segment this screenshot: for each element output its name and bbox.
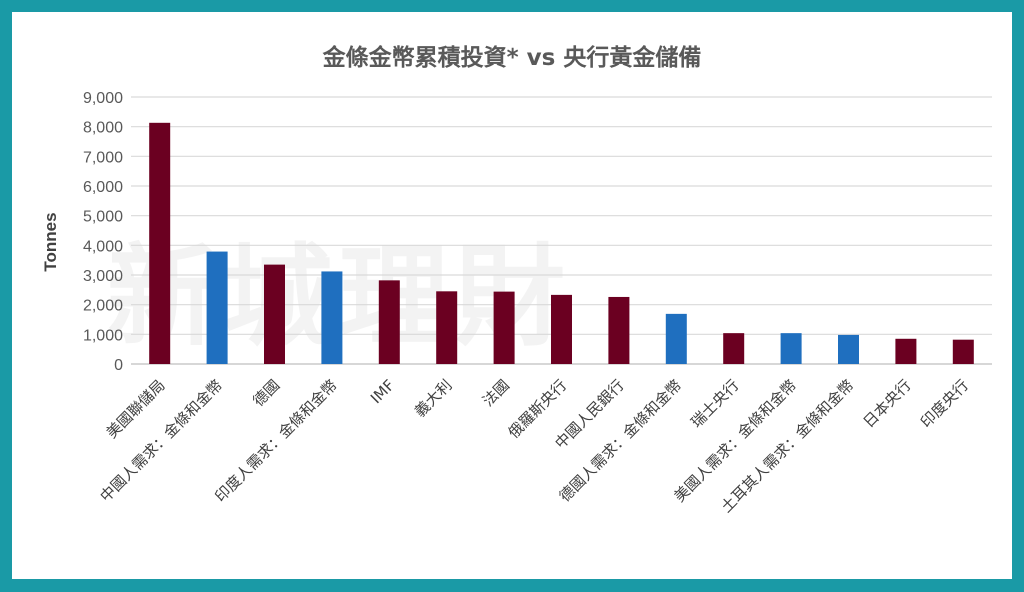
y-tick-label: 0 [114, 357, 123, 374]
bar [665, 313, 687, 364]
bar [493, 291, 515, 364]
y-tick-label: 9,000 [83, 90, 123, 107]
y-tick-label: 3,000 [83, 268, 123, 285]
x-category-label: 瑞士央行 [687, 376, 742, 431]
bar [723, 333, 745, 364]
y-tick-labels: 0 1,000 2,000 3,000 4,000 5,000 6,000 7,000 8,00… [83, 90, 123, 374]
y-axis-label: Tonnes [41, 212, 60, 271]
x-category-label: IMF [367, 376, 398, 407]
bar [436, 291, 458, 364]
bar [378, 280, 400, 364]
y-tick-label: 5,000 [83, 209, 123, 226]
y-tick-label: 6,000 [83, 179, 123, 196]
x-category-label: 義大利 [411, 376, 456, 421]
x-category-label: 日本央行 [860, 376, 915, 431]
chart-title: 金條金幣累積投資* vs 央行黃金儲備 [322, 45, 702, 71]
y-tick-label: 4,000 [83, 238, 123, 255]
y-tick-label: 2,000 [83, 298, 123, 315]
bar [321, 271, 343, 364]
bar [780, 333, 802, 364]
chart-frame: 金條金幣累積投資* vs 央行黃金儲備 新城理財 01,0002,0003,00… [12, 12, 1012, 579]
bar [608, 296, 630, 364]
bar [551, 294, 572, 364]
x-category-label: 德國 [249, 376, 283, 410]
bar [206, 251, 228, 364]
y-tick-label: 8,000 [83, 120, 123, 137]
bar [895, 338, 917, 364]
bar [838, 334, 859, 364]
x-category-label: 印度央行 [917, 376, 972, 431]
bars [149, 122, 974, 364]
x-category-label: 法國 [479, 376, 513, 410]
bar [149, 122, 171, 364]
y-tick-label: 1,000 [83, 327, 123, 344]
y-tick-label: 7,000 [83, 149, 123, 166]
bar-chart: 0 1,000 2,000 3,000 4,000 5,000 6,000 7,000 8,00… [41, 90, 992, 516]
bar [264, 264, 285, 364]
bar [952, 339, 974, 364]
